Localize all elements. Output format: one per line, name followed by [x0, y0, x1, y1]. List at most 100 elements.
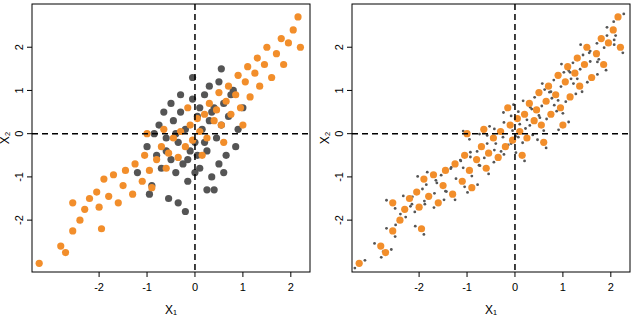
point [550, 97, 553, 100]
point [581, 90, 584, 93]
point [552, 91, 559, 98]
point [612, 20, 615, 23]
x-tick-label: -2 [94, 281, 104, 293]
x-tick-label: 1 [560, 281, 566, 293]
point [153, 156, 160, 163]
point [86, 195, 93, 202]
point [596, 73, 599, 76]
point [206, 83, 213, 90]
point [557, 104, 564, 111]
series [353, 13, 625, 270]
point [141, 152, 148, 159]
point [466, 167, 473, 174]
figure: -2-1012-2-1012X₁X₂-2-1012-2-1012X₁X₂ [0, 0, 640, 328]
point [294, 13, 301, 20]
point [617, 44, 624, 51]
point [413, 188, 420, 195]
point [356, 260, 363, 267]
x-tick [562, 272, 563, 277]
page: -2-1012-2-1012X₁X₂-2-1012-2-1012X₁X₂ [0, 0, 640, 328]
y-tick [347, 90, 352, 91]
y-tick-label: -1 [333, 172, 345, 182]
point [449, 191, 456, 198]
point [100, 175, 107, 182]
point [134, 169, 141, 176]
y-tick [27, 220, 32, 221]
point [523, 134, 530, 141]
y-tick-label: 2 [13, 44, 25, 50]
x-tick [147, 272, 148, 277]
point [483, 156, 486, 159]
point [239, 121, 246, 128]
point [478, 143, 485, 150]
point [579, 43, 582, 46]
point [462, 166, 465, 169]
y-tick [27, 133, 32, 134]
series [36, 13, 304, 267]
point [420, 175, 427, 182]
point [548, 91, 551, 94]
point [574, 93, 577, 96]
point [564, 63, 571, 70]
point [268, 74, 275, 81]
point [235, 72, 242, 79]
point [545, 83, 552, 90]
point [596, 61, 599, 64]
x-tick-label: -2 [414, 281, 424, 293]
point [542, 129, 545, 132]
point [414, 225, 417, 228]
point [523, 160, 526, 163]
y-tick-label: -2 [333, 215, 345, 225]
point [203, 134, 210, 141]
x-tick [467, 272, 468, 277]
point [589, 60, 592, 63]
point [502, 143, 509, 150]
point [251, 70, 258, 77]
point [182, 143, 189, 150]
point [603, 46, 606, 49]
point [280, 61, 287, 68]
point [353, 267, 356, 270]
point [449, 167, 452, 170]
point [605, 69, 608, 72]
point [535, 89, 542, 96]
point [223, 152, 230, 159]
point [115, 199, 122, 206]
point [463, 185, 466, 188]
point [62, 249, 69, 256]
point [244, 63, 251, 70]
point [146, 167, 153, 174]
y-tick-label: 0 [333, 131, 345, 137]
point [385, 227, 388, 230]
point [389, 199, 396, 206]
point [237, 104, 244, 111]
point [425, 193, 432, 200]
point [564, 100, 567, 103]
point [566, 93, 573, 100]
point [160, 108, 167, 115]
point [547, 111, 554, 118]
point [206, 100, 213, 107]
point [576, 77, 579, 80]
point [507, 121, 514, 128]
point [273, 50, 280, 57]
point [586, 81, 589, 84]
point [614, 34, 617, 37]
y-axis-label: X₂ [0, 131, 12, 144]
point [572, 82, 575, 85]
point [606, 26, 609, 29]
point [422, 233, 425, 236]
x-tick [194, 272, 195, 277]
plot-frame [32, 4, 310, 272]
point [184, 104, 191, 111]
point [621, 51, 624, 54]
x-axis-label: X₁ [165, 303, 177, 317]
y-tick-label: 1 [13, 87, 25, 93]
point [521, 141, 524, 144]
point [232, 91, 239, 98]
point [598, 35, 605, 42]
point [518, 123, 521, 126]
point [220, 139, 227, 146]
point [606, 34, 609, 37]
point [69, 199, 76, 206]
